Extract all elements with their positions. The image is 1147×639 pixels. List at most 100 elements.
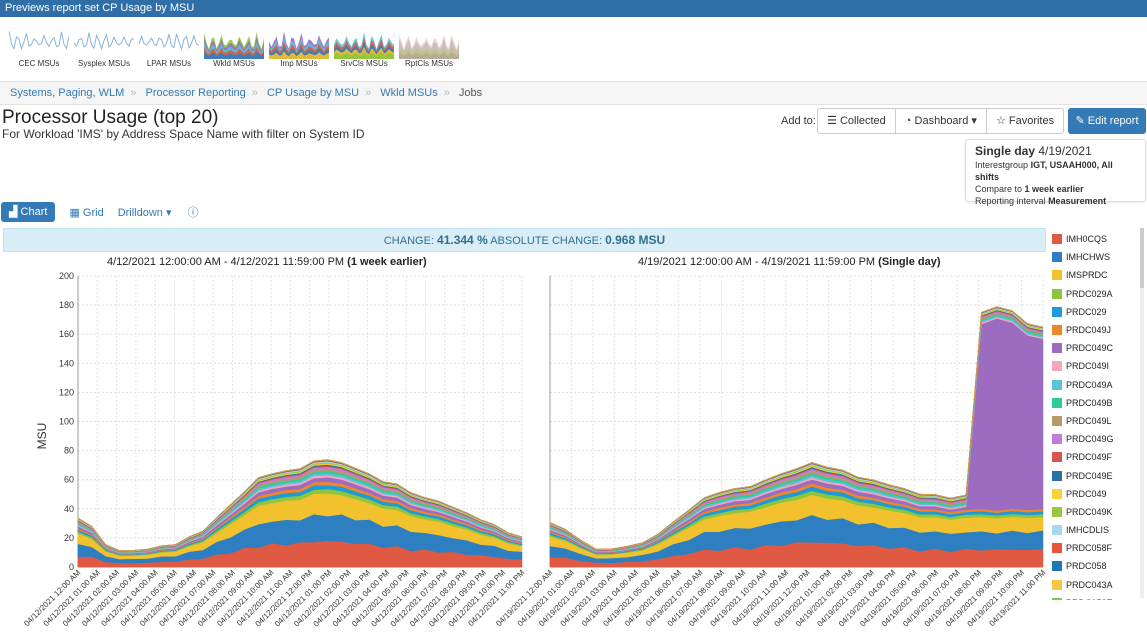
report-info-box: Single day 4/19/2021 Interestgroup IGT, … [965,139,1146,206]
legend-item-prdc029a[interactable]: PRDC029A [1052,285,1140,303]
y-tick-label: 40 [64,504,74,514]
legend-item-prdc049c[interactable]: PRDC049C [1052,339,1140,357]
legend-item-imsprdc[interactable]: IMSPRDC [1052,266,1140,284]
legend-swatch [1052,525,1062,536]
legend-item-prdc049g[interactable]: PRDC049G [1052,430,1140,448]
preview-srvcls-msus[interactable]: SrvCls MSUs [331,23,397,68]
legend-item-prdc049e[interactable]: PRDC049E [1052,466,1140,484]
tab-chart[interactable]: ▟ Chart [1,202,56,222]
legend-swatch [1052,543,1062,554]
legend-swatch [1052,434,1062,445]
legend-swatch [1052,252,1062,263]
edit-report-label: Edit report [1087,115,1139,127]
caret-down-icon: ▾ [971,115,977,127]
preview-label: Wkld MSUs [213,59,255,68]
legend-swatch [1052,506,1062,517]
preview-wkld-msus[interactable]: Wkld MSUs [201,23,267,68]
legend-label: PRDC049 [1066,488,1107,499]
edit-report-button[interactable]: ✎ Edit report [1068,108,1146,134]
preview-lpar-msus[interactable]: LPAR MSUs [136,23,202,68]
info-line3-prefix: Reporting interval [975,196,1046,206]
legend-swatch [1052,343,1062,354]
series-area-prdc058g [77,459,523,551]
breadcrumb-processor-reporting[interactable]: Processor Reporting [145,87,246,99]
legend-label: PRDC049J [1066,325,1112,336]
breadcrumb-wkld-msus[interactable]: Wkld MSUs [380,87,438,99]
collected-button[interactable]: ☰ Collected [818,109,896,133]
drilldown-dropdown[interactable]: Drilldown ▾ [118,206,172,219]
dashboard-icon: ◔ [904,115,912,127]
y-axis-label: MSU [35,423,49,450]
tab-grid[interactable]: ▦ Grid [69,206,103,219]
preview-label: Sysplex MSUs [77,59,130,68]
legend-item-prdc049j[interactable]: PRDC049J [1052,321,1140,339]
legend-swatch [1052,361,1062,372]
info-line1-prefix: Interestgroup [975,160,1029,170]
y-tick-label: 160 [59,329,74,339]
panel-left-tag: (1 week earlier) [347,256,427,268]
change-label: CHANGE: [383,235,434,247]
legend-item-prdc043a[interactable]: PRDC043A [1052,576,1140,594]
legend-item-prdc029[interactable]: PRDC029 [1052,303,1140,321]
legend-item-imhchws[interactable]: IMHCHWS [1052,248,1140,266]
add-to-group: ☰ Collected ◔ Dashboard ▾ ☆ Favorites [817,108,1065,134]
y-tick-label: 60 [64,475,74,485]
grid-icon: ▦ [69,206,80,219]
y-tick-label: 80 [64,446,74,456]
y-tick-label: 120 [59,387,74,397]
legend-item-prdc058[interactable]: PRDC058 [1052,557,1140,575]
preview-sparkline [204,32,264,59]
legend-swatch [1052,470,1062,481]
panel-right-tag: (Single day) [878,256,941,268]
legend-label: PRDC043A [1066,579,1113,590]
legend-item-prdc049l[interactable]: PRDC049L [1052,412,1140,430]
preview-sysplex-msus[interactable]: Sysplex MSUs [71,23,137,68]
legend-item-imhcdlis[interactable]: IMHCDLIS [1052,521,1140,539]
preview-sparkline [269,31,329,59]
legend-label: PRDC058 [1066,561,1107,572]
legend-item-prdc049[interactable]: PRDC049 [1052,485,1140,503]
legend-label: PRDC058E [1066,598,1113,600]
caret-down-icon: ▾ [166,206,172,219]
legend-item-prdc049a[interactable]: PRDC049A [1052,376,1140,394]
edit-icon: ✎ [1075,115,1085,127]
preview-imp-msus[interactable]: Imp MSUs [266,23,332,68]
legend-item-imh0cqs[interactable]: IMH0CQS [1052,230,1140,248]
breadcrumb-cp-usage[interactable]: CP Usage by MSU [266,87,360,99]
legend-scrollbar[interactable] [1140,228,1144,598]
panel-title-right: 4/19/2021 12:00:00 AM - 4/19/2021 11:59:… [638,256,941,268]
legend-swatch [1052,234,1062,245]
favorites-label: Favorites [1008,115,1055,127]
preview-sparkline [139,33,199,51]
legend-item-prdc058e[interactable]: PRDC058E [1052,594,1140,600]
msu-area-chart: MSU 0 20 40 60 80 100 120 140 160 180 20004/12/2021… [22,271,1048,629]
dashboard-button[interactable]: ◔ Dashboard ▾ [896,109,987,133]
legend-item-prdc058f[interactable]: PRDC058F [1052,539,1140,557]
legend-label: IMH0CQS [1066,234,1108,245]
legend-item-prdc049i[interactable]: PRDC049I [1052,357,1140,375]
breadcrumb-systems[interactable]: Systems, Paging, WLM [10,87,125,99]
change-percent: 41.344 % [437,233,488,247]
preview-label: SrvCls MSUs [340,59,388,68]
preview-strip: CEC MSUs Sysplex MSUs LPAR MSUs Wkld MSUs Im… [0,19,1147,77]
legend-swatch [1052,397,1062,408]
info-line2-value: 1 week earlier [1024,184,1084,194]
tab-grid-label: Grid [82,206,104,219]
window-title: Previews report set CP Usage by MSU [0,0,1147,17]
legend-item-prdc049f[interactable]: PRDC049F [1052,448,1140,466]
legend-item-prdc049k[interactable]: PRDC049K [1052,503,1140,521]
info-icon[interactable]: ⓘ [187,207,199,219]
preview-label: LPAR MSUs [146,59,192,68]
info-date: 4/19/2021 [1038,144,1092,158]
legend-scroll-thumb[interactable] [1140,228,1144,288]
favorites-button[interactable]: ☆ Favorites [987,109,1063,133]
preview-label: Imp MSUs [280,59,318,68]
preview-rptcls-msus[interactable]: RptCls MSUs [396,23,462,68]
star-icon: ☆ [995,115,1006,127]
legend-label: PRDC049F [1066,452,1113,463]
preview-cec-msus[interactable]: CEC MSUs [6,23,72,68]
tab-chart-label: Chart [20,206,48,218]
legend-item-prdc049b[interactable]: PRDC049B [1052,394,1140,412]
